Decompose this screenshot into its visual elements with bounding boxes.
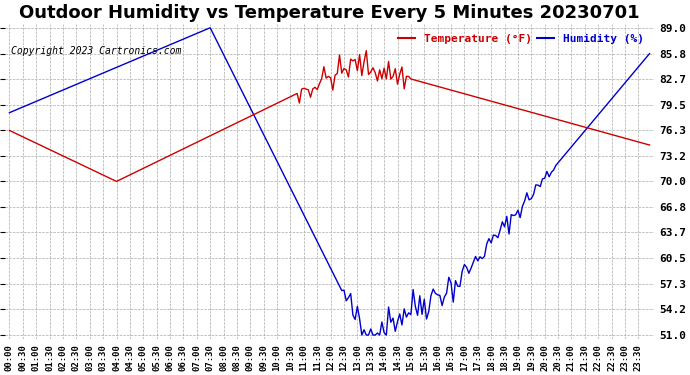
- Legend: Temperature (°F), Humidity (%): Temperature (°F), Humidity (%): [394, 29, 649, 48]
- Text: Copyright 2023 Cartronics.com: Copyright 2023 Cartronics.com: [12, 46, 182, 56]
- Title: Outdoor Humidity vs Temperature Every 5 Minutes 20230701: Outdoor Humidity vs Temperature Every 5 …: [19, 4, 640, 22]
